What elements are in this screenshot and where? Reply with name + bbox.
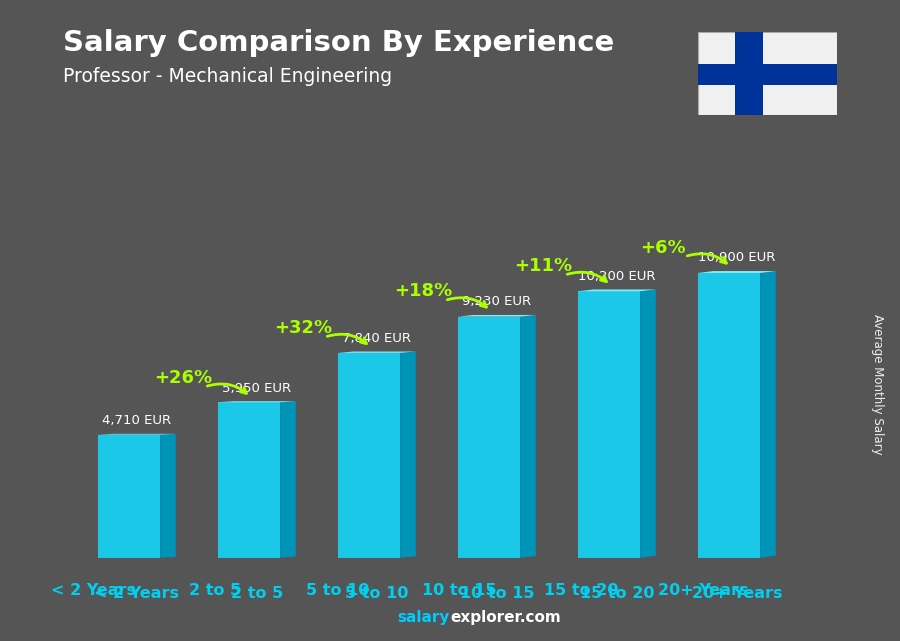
Text: 5 to 10: 5 to 10: [306, 583, 369, 598]
Text: +6%: +6%: [640, 238, 686, 256]
Text: 4,710 EUR: 4,710 EUR: [103, 414, 171, 428]
Text: 5,950 EUR: 5,950 EUR: [222, 381, 292, 395]
Polygon shape: [578, 290, 656, 291]
Text: +18%: +18%: [394, 283, 452, 301]
Text: +32%: +32%: [274, 319, 332, 337]
Bar: [698, 63, 837, 85]
Text: +11%: +11%: [514, 257, 572, 275]
Text: 10,900 EUR: 10,900 EUR: [698, 251, 776, 265]
Text: salary: salary: [398, 610, 450, 625]
Polygon shape: [458, 317, 520, 558]
Polygon shape: [280, 401, 296, 558]
Text: 2 to 5: 2 to 5: [189, 583, 241, 598]
Polygon shape: [98, 435, 160, 558]
Polygon shape: [578, 291, 640, 558]
Text: < 2 Years: < 2 Years: [51, 583, 136, 598]
Text: Salary Comparison By Experience: Salary Comparison By Experience: [63, 29, 614, 57]
Text: 20+ Years: 20+ Years: [658, 583, 749, 598]
Bar: [735, 32, 763, 115]
Polygon shape: [160, 434, 176, 558]
Text: 10,200 EUR: 10,200 EUR: [578, 270, 655, 283]
Polygon shape: [218, 403, 280, 558]
Polygon shape: [698, 273, 760, 558]
Text: Professor - Mechanical Engineering: Professor - Mechanical Engineering: [63, 67, 392, 87]
Polygon shape: [698, 271, 776, 273]
Text: 15 to 20: 15 to 20: [580, 587, 654, 601]
Text: 20+ Years: 20+ Years: [691, 587, 782, 601]
Polygon shape: [458, 315, 536, 317]
Polygon shape: [338, 351, 416, 353]
Polygon shape: [520, 315, 536, 558]
Text: 2 to 5: 2 to 5: [230, 587, 283, 601]
Polygon shape: [760, 271, 776, 558]
Text: 7,840 EUR: 7,840 EUR: [342, 332, 411, 345]
Polygon shape: [338, 353, 400, 558]
Text: 9,230 EUR: 9,230 EUR: [463, 296, 531, 308]
Polygon shape: [218, 401, 296, 403]
Text: < 2 Years: < 2 Years: [94, 587, 179, 601]
Polygon shape: [98, 434, 176, 435]
Polygon shape: [400, 351, 416, 558]
Text: +26%: +26%: [154, 369, 212, 387]
Text: Average Monthly Salary: Average Monthly Salary: [871, 314, 884, 455]
Text: 10 to 15: 10 to 15: [422, 583, 497, 598]
Text: explorer.com: explorer.com: [450, 610, 561, 625]
Text: 10 to 15: 10 to 15: [460, 587, 534, 601]
Polygon shape: [640, 290, 656, 558]
Text: 5 to 10: 5 to 10: [345, 587, 409, 601]
Text: 15 to 20: 15 to 20: [544, 583, 618, 598]
